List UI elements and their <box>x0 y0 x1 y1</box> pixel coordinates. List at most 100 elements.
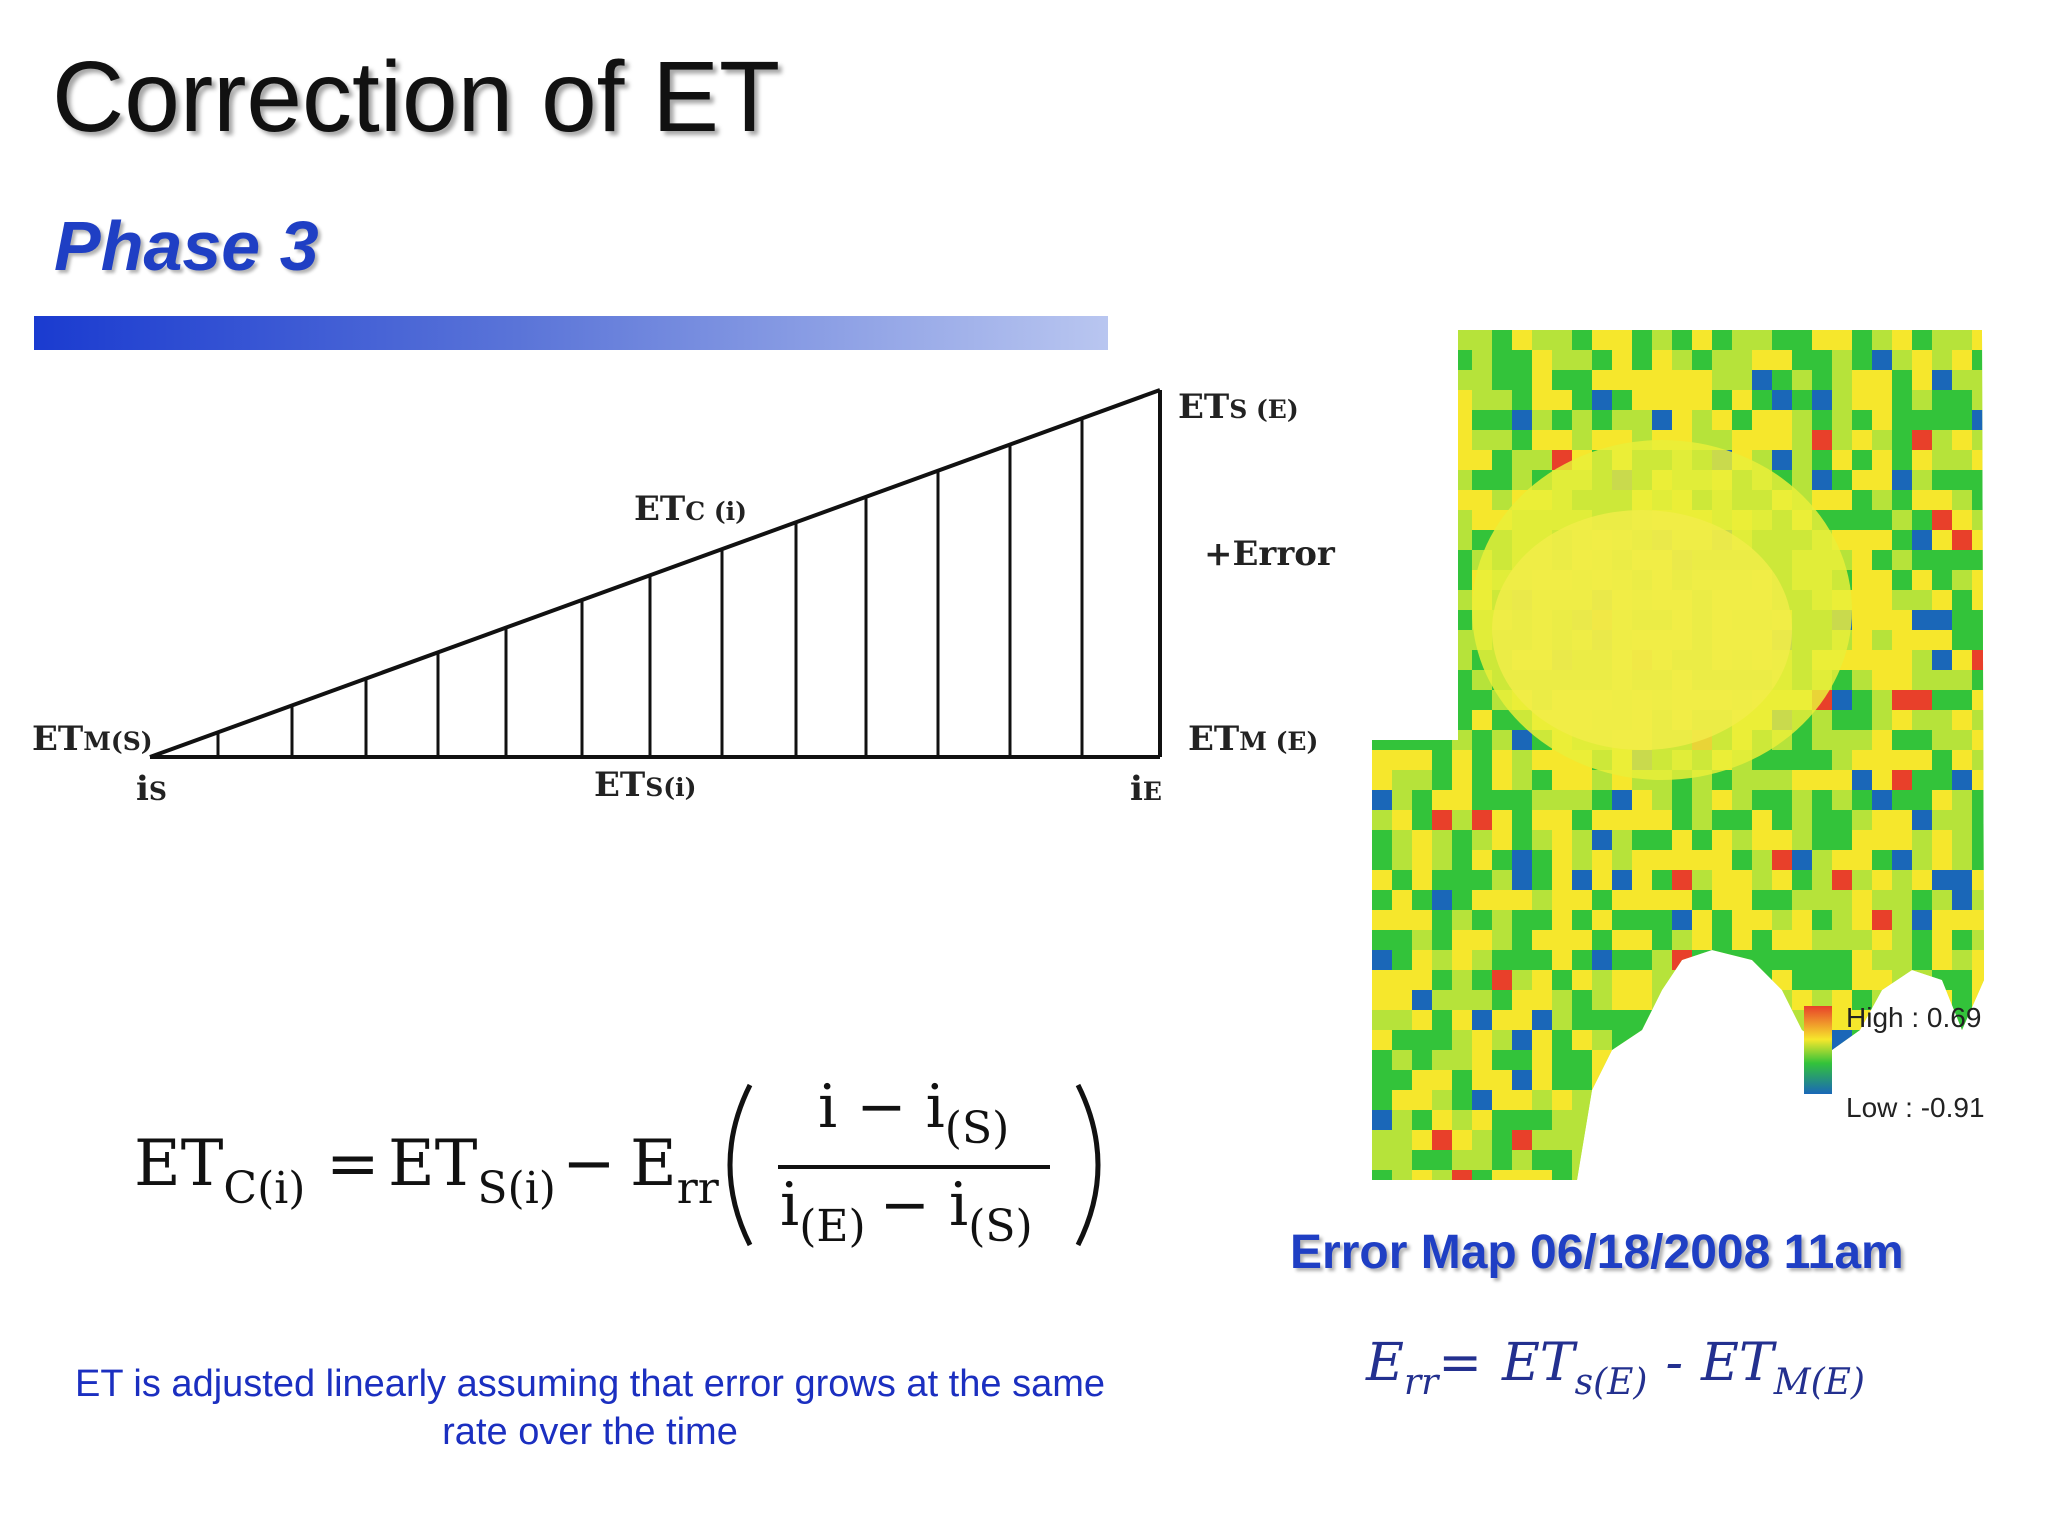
map-cell <box>1632 830 1652 850</box>
formula-minus: − <box>562 1127 616 1201</box>
map-cell <box>1532 870 1552 890</box>
map-cell <box>1672 950 1692 970</box>
map-cell <box>1632 1070 1652 1090</box>
map-cell <box>1472 1050 1492 1070</box>
map-cell <box>1832 870 1852 890</box>
map-cell <box>1932 770 1952 790</box>
map-cell <box>1412 850 1432 870</box>
map-cell <box>1572 1110 1592 1130</box>
map-cell <box>1952 1070 1972 1090</box>
map-cell <box>1432 770 1452 790</box>
map-cell <box>1632 410 1652 430</box>
map-cell <box>1472 410 1492 430</box>
map-cell <box>1392 1150 1412 1170</box>
map-cell <box>1512 930 1532 950</box>
map-cell <box>1972 330 1984 350</box>
map-cell <box>1932 670 1952 690</box>
map-cell <box>1912 1070 1932 1090</box>
map-cell <box>1552 350 1572 370</box>
map-cell <box>1412 1070 1432 1090</box>
map-cell <box>1492 810 1512 830</box>
map-cell <box>1712 870 1732 890</box>
map-cell <box>1392 1030 1412 1050</box>
map-cell <box>1892 770 1912 790</box>
map-cell <box>1572 1070 1592 1090</box>
map-cell <box>1772 330 1792 350</box>
map-cell <box>1872 750 1892 770</box>
map-cell <box>1592 810 1612 830</box>
map-cell <box>1852 630 1872 650</box>
map-cell <box>1912 1130 1932 1150</box>
map-cell <box>1912 370 1932 390</box>
map-cell <box>1972 870 1984 890</box>
map-cell <box>1772 1070 1792 1090</box>
map-cell <box>1852 550 1872 570</box>
map-cell <box>1792 830 1812 850</box>
map-cell <box>1812 450 1832 470</box>
vertical-lines <box>216 418 1084 757</box>
map-cell <box>1812 910 1832 930</box>
map-cell <box>1832 1010 1852 1030</box>
map-cell <box>1532 450 1552 470</box>
map-cell <box>1892 750 1912 770</box>
map-cell <box>1712 890 1732 910</box>
map-cell <box>1592 1030 1612 1050</box>
map-cell <box>1912 350 1932 370</box>
map-cell <box>1912 970 1932 990</box>
map-cell <box>1892 350 1912 370</box>
map-cell <box>1672 370 1692 390</box>
map-cell <box>1572 950 1592 970</box>
map-cell <box>1932 630 1952 650</box>
map-cell <box>1572 770 1592 790</box>
map-cell <box>1432 990 1452 1010</box>
map-cell <box>1852 690 1872 710</box>
map-cell <box>1752 770 1772 790</box>
map-cell <box>1392 910 1412 930</box>
map-cell <box>1532 1030 1552 1050</box>
map-cell <box>1492 830 1512 850</box>
map-cell <box>1392 370 1412 390</box>
map-cell <box>1652 950 1672 970</box>
map-cell <box>1632 390 1652 410</box>
map-cell <box>1552 1130 1572 1150</box>
map-cell <box>1732 970 1752 990</box>
map-cell <box>1852 770 1872 790</box>
map-cell <box>1612 970 1632 990</box>
map-cell <box>1492 350 1512 370</box>
formula-denominator: i(E) − i(S) <box>780 1170 1033 1252</box>
err-formula-text: Err= ETs(E) - ETM(E) <box>1365 1333 1865 1403</box>
map-cell <box>1372 450 1392 470</box>
map-cell <box>1472 850 1492 870</box>
map-cell <box>1732 910 1752 930</box>
map-cell <box>1812 830 1832 850</box>
map-cell <box>1452 590 1472 610</box>
map-cell <box>1872 910 1892 930</box>
map-cell <box>1712 1070 1732 1090</box>
formula-lhs: ETC(i) <box>134 1127 305 1214</box>
map-cell <box>1692 1070 1712 1090</box>
map-cell <box>1972 590 1984 610</box>
map-cell <box>1852 1130 1872 1150</box>
map-cell <box>1472 770 1492 790</box>
map-cell <box>1792 410 1812 430</box>
map-cell <box>1492 450 1512 470</box>
label-etm-s: ETM(S) <box>32 719 153 759</box>
map-cell <box>1532 350 1552 370</box>
map-cell <box>1612 1070 1632 1090</box>
map-cell <box>1552 370 1572 390</box>
map-cell <box>1512 750 1532 770</box>
map-cell <box>1432 950 1452 970</box>
map-cell <box>1912 790 1932 810</box>
map-cell <box>1432 730 1452 750</box>
map-cell <box>1652 1070 1672 1090</box>
map-cell <box>1912 590 1932 610</box>
map-cell <box>1412 1170 1432 1180</box>
map-cell <box>1392 710 1412 730</box>
map-cell <box>1672 1150 1692 1170</box>
map-cell <box>1752 1130 1772 1150</box>
map-cell <box>1832 770 1852 790</box>
map-cell <box>1452 1130 1472 1150</box>
map-cell <box>1792 350 1812 370</box>
map-cell <box>1632 1010 1652 1030</box>
map-cell <box>1392 1090 1412 1110</box>
